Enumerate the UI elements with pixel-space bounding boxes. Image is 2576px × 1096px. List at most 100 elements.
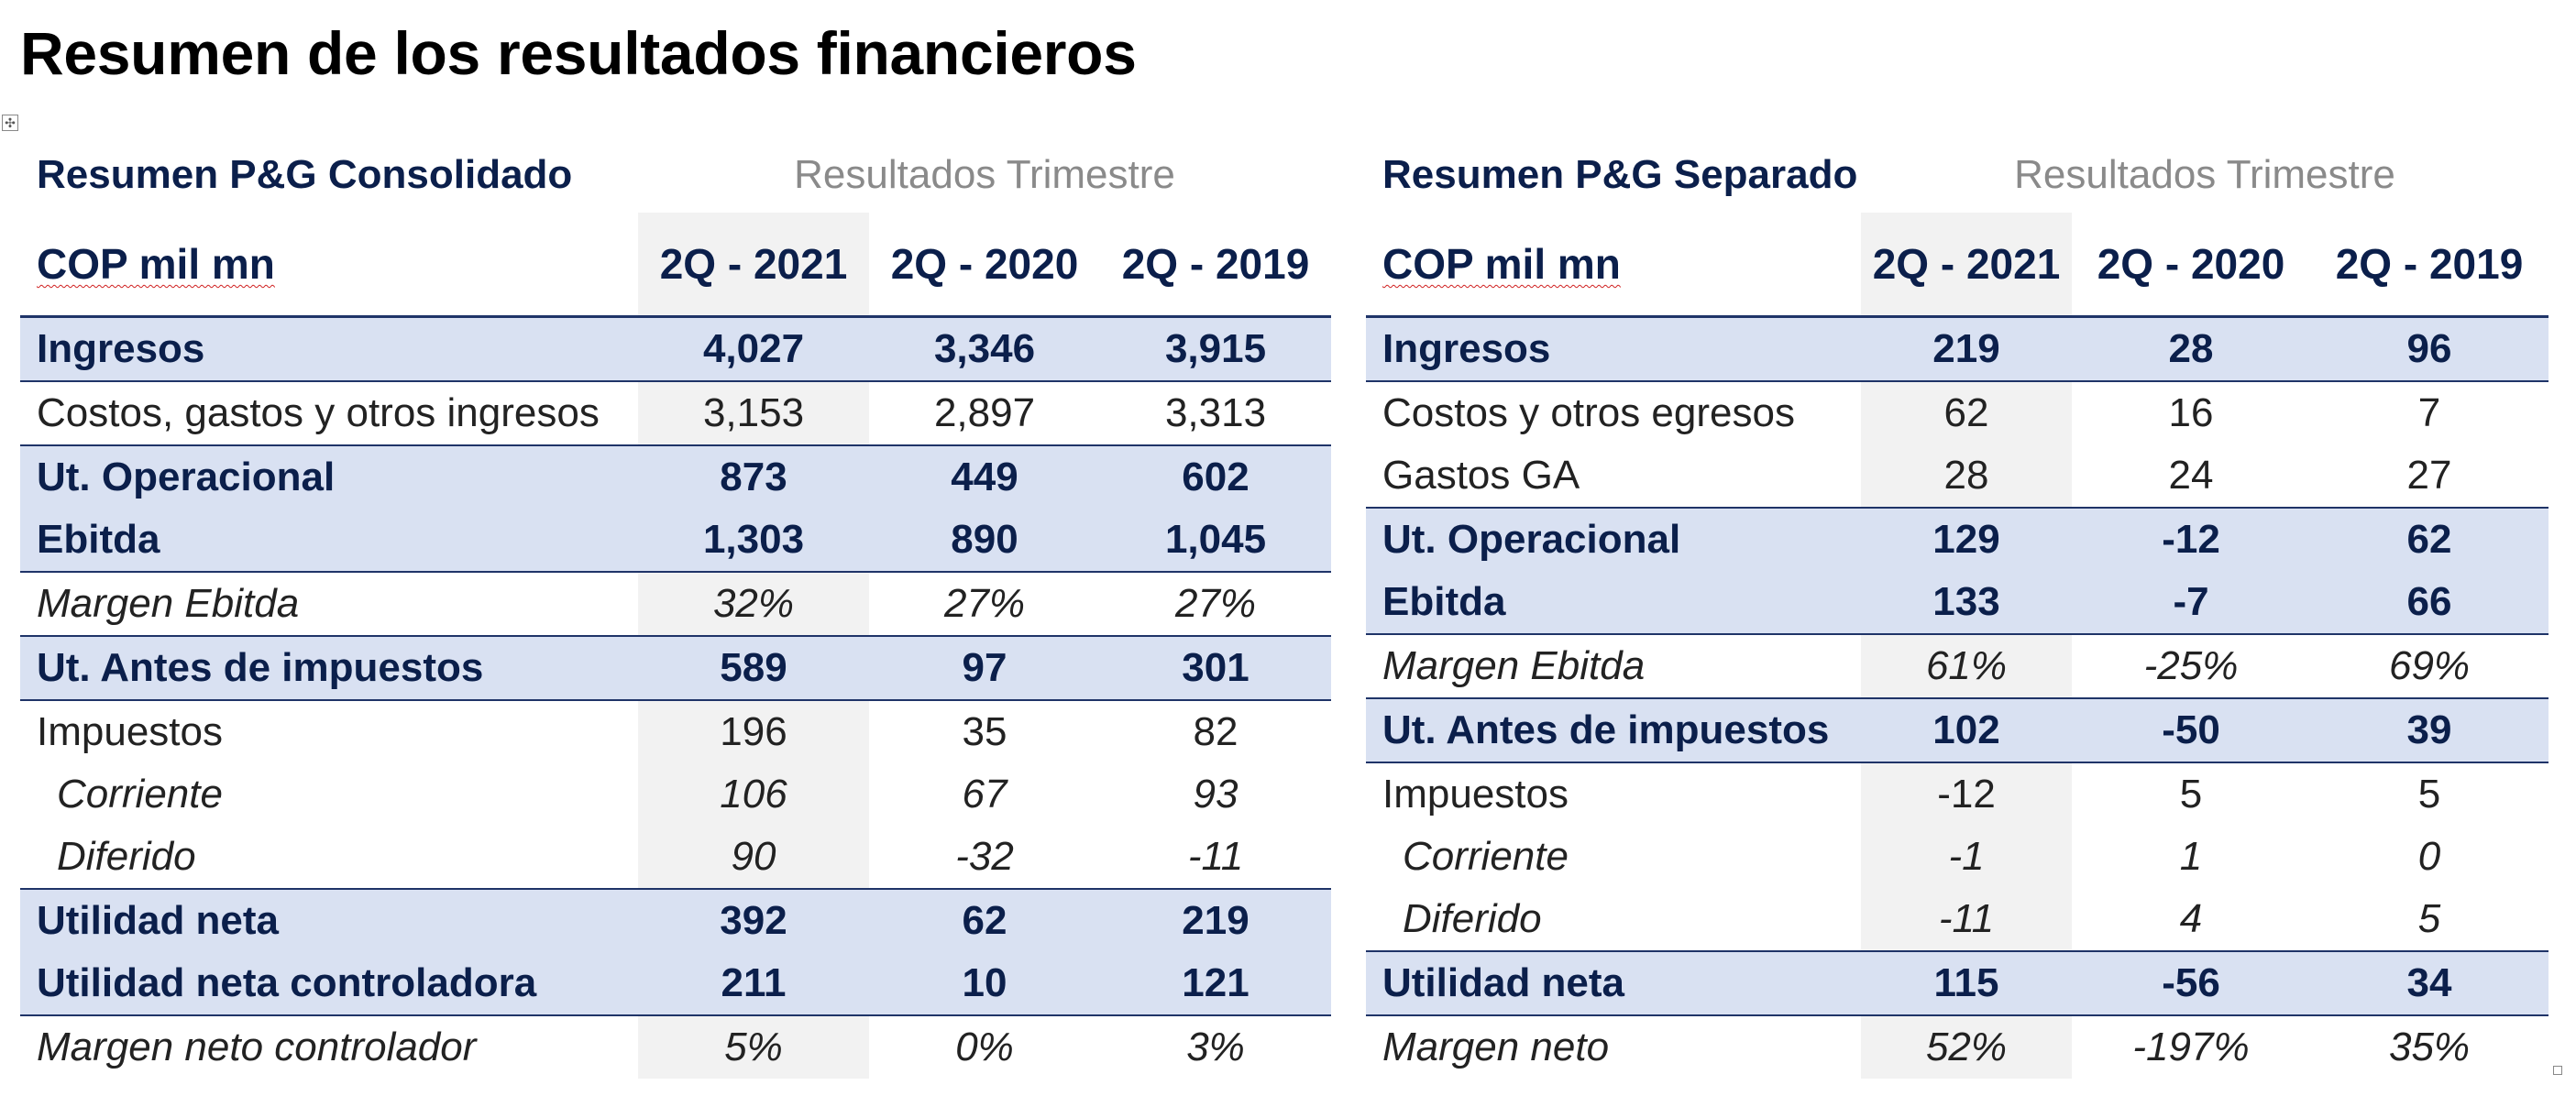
cell-value: -11 (1187, 834, 1244, 879)
cell-value: 3,915 (1100, 316, 1332, 382)
row-label: Gastos GA (1382, 453, 1580, 498)
cell-value: 5 (2179, 772, 2203, 817)
cell-value: 2,897 (933, 390, 1036, 435)
cell-value: 133 (1861, 571, 2072, 635)
separate-header-row: COP mil mn 2Q - 2021 2Q - 2020 2Q - 2019 (1366, 213, 2549, 318)
table-row: Ingresos 219 28 96 (1366, 316, 2549, 382)
cell-value: 7 (2417, 390, 2441, 435)
cell-value: 0% (955, 1025, 1014, 1069)
cell-value: 35% (2388, 1025, 2471, 1069)
row-label: Ebitda (1366, 571, 1861, 635)
table-row: Margen neto 52% -197% 35% (1366, 1015, 2548, 1079)
consolidated-section-title: Resumen P&G Consolidado (37, 152, 573, 197)
cell-value: 602 (1100, 444, 1332, 509)
row-label: Ebitda (20, 509, 638, 573)
row-label: Impuestos (37, 709, 223, 754)
table-row: Utilidad neta 392 62 219 (20, 888, 1332, 952)
cell-value: 28 (1861, 444, 2072, 508)
cell-value: 27% (1174, 581, 1257, 626)
cell-value: 102 (1861, 697, 2072, 763)
cell-value: 52% (1861, 1015, 2072, 1079)
cell-value: -50 (2072, 697, 2310, 763)
row-label: Costos y otros egresos (1382, 390, 1795, 435)
table-row: Impuestos -12 5 5 (1366, 762, 2548, 826)
column-header: 2Q - 2019 (1100, 213, 1332, 318)
consolidated-pl-table: Resumen P&G Consolidado Resultados Trime… (20, 137, 1332, 1079)
cell-value: 5 (2417, 896, 2441, 941)
cell-value: 0 (2417, 834, 2441, 879)
row-label: Ut. Operacional (20, 444, 638, 509)
cell-value: 62 (1861, 381, 2072, 444)
table-row: Ingresos 4,027 3,346 3,915 (20, 316, 1332, 382)
cell-value: 115 (1861, 950, 2072, 1016)
table-row: Ebitda 133 -7 66 (1366, 571, 2549, 635)
consolidated-section-row: Resumen P&G Consolidado Resultados Trime… (20, 137, 1331, 213)
row-label: Utilidad neta controladora (20, 952, 638, 1016)
table-row: Ut. Operacional 129 -12 62 (1366, 507, 2549, 571)
cell-value: 96 (2310, 316, 2549, 382)
cell-value: 27 (2406, 453, 2452, 498)
cell-value: 392 (638, 888, 869, 952)
cell-value: 34 (2310, 950, 2549, 1016)
cell-value: 28 (2072, 316, 2310, 382)
column-header: 2Q - 2021 (1861, 213, 2072, 318)
cell-value: 873 (638, 444, 869, 509)
row-label: Utilidad neta (1366, 950, 1861, 1016)
cell-value: 82 (1193, 709, 1238, 754)
table-resize-handle[interactable] (2553, 1066, 2562, 1075)
cell-value: 129 (1861, 507, 2072, 571)
row-label: Utilidad neta (20, 888, 638, 952)
cell-value: 90 (638, 826, 869, 889)
cell-value: 16 (2168, 390, 2214, 435)
row-label: Ut. Operacional (1366, 507, 1861, 571)
row-label: Margen neto controlador (37, 1025, 477, 1069)
row-label: Margen Ebitda (37, 581, 300, 626)
cell-value: 890 (869, 509, 1100, 573)
cell-value: 69% (2388, 643, 2471, 688)
table-row: Ebitda 1,303 890 1,045 (20, 509, 1332, 573)
cell-value: 589 (638, 635, 869, 701)
cell-value: 66 (2310, 571, 2549, 635)
cell-value: 97 (869, 635, 1100, 701)
table-row: Corriente 106 67 93 (20, 763, 1331, 826)
table-move-handle-icon[interactable]: ✣ (2, 115, 18, 131)
row-label: Corriente (1403, 834, 1569, 879)
cell-value: -7 (2072, 571, 2310, 635)
column-header: 2Q - 2020 (2072, 213, 2310, 318)
cell-value: -25% (2143, 643, 2239, 688)
cell-value: 5 (2417, 772, 2441, 817)
cell-value: 1,303 (638, 509, 869, 573)
cell-value: 211 (638, 952, 869, 1016)
cell-value: 3,346 (869, 316, 1100, 382)
row-label: Ingresos (1366, 316, 1861, 382)
separate-period-label: Resultados Trimestre (2014, 152, 2395, 197)
cell-value: 219 (1861, 316, 2072, 382)
cell-value: 4,027 (638, 316, 869, 382)
cell-value: -32 (955, 834, 1014, 879)
table-row: Costos y otros egresos 62 16 7 (1366, 381, 2548, 444)
cell-value: 67 (962, 772, 1007, 817)
page-title: Resumen de los resultados financieros (20, 19, 1137, 87)
cell-value: 24 (2168, 453, 2214, 498)
row-label: Ut. Antes de impuestos (1366, 697, 1861, 763)
table-row: Impuestos 196 35 82 (20, 700, 1331, 763)
table-row: Utilidad neta 115 -56 34 (1366, 950, 2549, 1016)
table-row: Ut. Antes de impuestos 102 -50 39 (1366, 697, 2549, 763)
column-header: 2Q - 2021 (638, 213, 869, 318)
cell-value: -11 (1861, 888, 2072, 951)
consolidated-period-label: Resultados Trimestre (794, 152, 1175, 197)
table-row: Utilidad neta controladora 211 10 121 (20, 952, 1332, 1016)
row-label: Diferido (1403, 896, 1542, 941)
separate-pl-table: Resumen P&G Separado Resultados Trimestr… (1366, 137, 2549, 1079)
cell-value: 35 (962, 709, 1007, 754)
cell-value: 27% (943, 581, 1026, 626)
table-row: Margen neto controlador 5% 0% 3% (20, 1015, 1331, 1079)
table-row: Costos, gastos y otros ingresos 3,153 2,… (20, 381, 1331, 445)
cell-value: 106 (638, 763, 869, 826)
row-label: Ut. Antes de impuestos (20, 635, 638, 701)
row-label: Corriente (57, 772, 223, 817)
cell-value: 1,045 (1100, 509, 1332, 573)
row-label: Margen neto (1382, 1025, 1610, 1069)
cell-value: 449 (869, 444, 1100, 509)
row-label: Ingresos (20, 316, 638, 382)
